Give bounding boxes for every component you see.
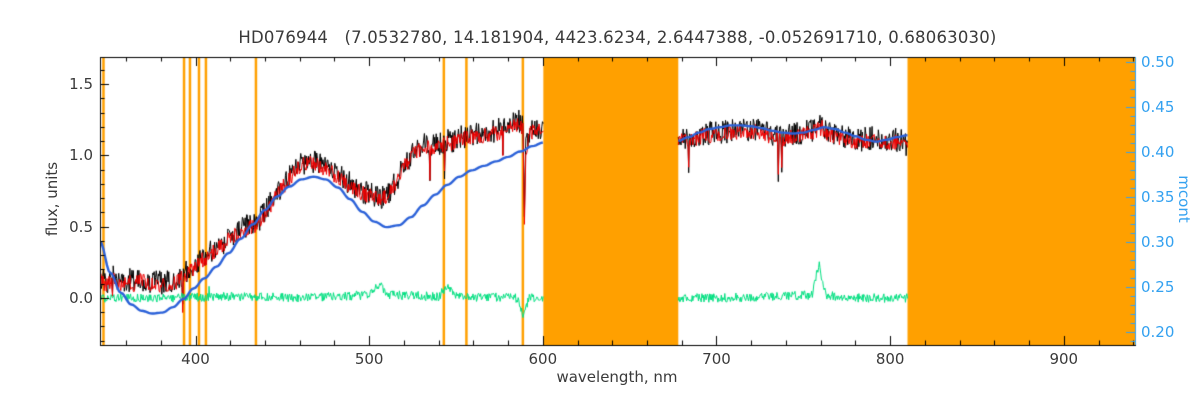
x-tick-label: 500: [354, 350, 384, 368]
y-left-tick-label: 1.0: [69, 146, 93, 165]
y-axis-left-label: flux, units: [43, 161, 61, 237]
y-left-tick-label: 1.5: [69, 75, 93, 94]
x-axis-label: wavelength, nm: [556, 368, 678, 386]
y-right-tick-label: 0.25: [1141, 277, 1175, 296]
x-tick-label: 700: [702, 350, 731, 368]
y-left-tick-label: 0.0: [69, 288, 93, 307]
y-left-tick-label: 0.5: [69, 217, 93, 236]
x-tick-label: 900: [1049, 350, 1079, 368]
y-right-tick-label: 0.30: [1141, 232, 1175, 251]
x-tick-label: 800: [875, 350, 905, 368]
y-right-tick-label: 0.45: [1141, 97, 1175, 116]
y-right-tick-label: 0.20: [1141, 322, 1175, 341]
x-tick-label: 400: [181, 350, 210, 368]
y-right-tick-label: 0.35: [1141, 187, 1175, 206]
y-right-tick-label: 0.50: [1141, 52, 1175, 71]
chart-title: HD076944 (7.0532780, 14.181904, 4423.623…: [238, 28, 997, 47]
y-right-tick-label: 0.40: [1141, 142, 1175, 161]
x-tick-label: 600: [528, 350, 558, 368]
